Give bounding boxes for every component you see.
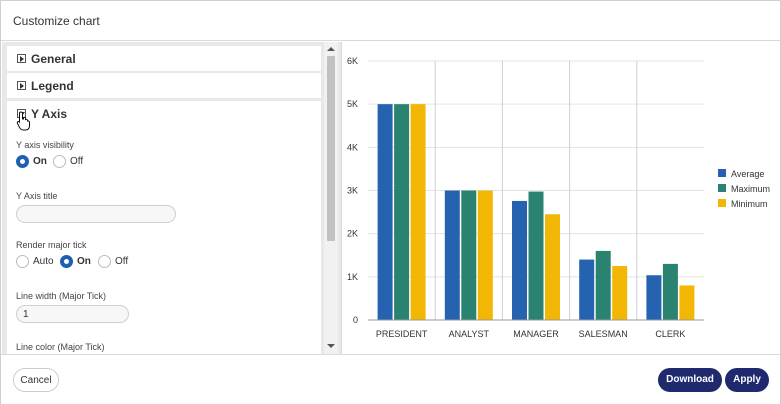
x-category-label: ANALYST	[449, 329, 490, 339]
y-tick-label: 2K	[347, 229, 358, 239]
bar-maximum	[461, 190, 477, 320]
bar-maximum	[528, 191, 544, 320]
bar-average	[512, 200, 527, 320]
y-tick-label: 3K	[347, 186, 358, 196]
bar-maximum	[662, 263, 678, 320]
expand-icon[interactable]	[17, 81, 26, 90]
legend-swatch-minimum	[718, 199, 726, 207]
bar-minimum	[477, 190, 493, 320]
legend-swatch-average	[718, 169, 726, 177]
apply-button[interactable]: Apply	[725, 368, 769, 392]
y-tick-label: 6K	[347, 56, 358, 66]
x-category-label: MANAGER	[513, 329, 559, 339]
bar-maximum	[595, 250, 611, 320]
bar-minimum	[410, 104, 426, 320]
major-tick-off-radio[interactable]	[98, 255, 111, 268]
bar-average	[377, 104, 393, 320]
major-tick-off-label: Off	[115, 256, 129, 267]
section-general[interactable]: General	[7, 46, 321, 71]
download-button[interactable]: Download	[658, 368, 722, 392]
bar-average	[579, 259, 595, 320]
settings-pane: General Legend Y Axis Y axis visibility …	[2, 42, 341, 354]
bar-minimum	[612, 266, 628, 320]
visibility-on-radio[interactable]	[16, 155, 29, 168]
dialog-title: Customize chart	[13, 14, 100, 28]
line-color-label: Line color (Major Tick)	[16, 342, 105, 352]
section-legend[interactable]: Legend	[7, 73, 321, 98]
line-width-input[interactable]: 1	[16, 305, 129, 323]
legend-swatch-maximum	[718, 184, 726, 192]
y-axis-title-input[interactable]	[16, 205, 176, 223]
bar-maximum	[394, 104, 410, 320]
y-tick-label: 0	[353, 315, 358, 325]
legend-label-maximum: Maximum	[731, 184, 770, 194]
major-tick-on-radio[interactable]	[60, 255, 73, 268]
bar-average	[646, 275, 662, 320]
bar-minimum	[679, 285, 695, 320]
major-tick-on-label: On	[77, 256, 91, 267]
bar-average	[444, 190, 460, 320]
major-tick-auto-radio[interactable]	[16, 255, 29, 268]
major-tick-auto-label: Auto	[33, 256, 54, 267]
y-axis-settings: Y axis visibility On Off Y Axis title Re…	[7, 125, 321, 354]
x-category-label: CLERK	[655, 329, 685, 339]
y-tick-label: 5K	[347, 99, 358, 109]
x-category-label: PRESIDENT	[376, 329, 428, 339]
scrollbar-thumb[interactable]	[327, 56, 335, 241]
y-axis-visibility-label: Y axis visibility	[16, 140, 74, 150]
line-width-label: Line width (Major Tick)	[16, 291, 107, 301]
x-category-label: SALESMAN	[579, 329, 628, 339]
cancel-button[interactable]: Cancel	[13, 368, 59, 392]
major-tick-radio-group: Auto On Off	[16, 255, 216, 269]
section-legend-label: Legend	[31, 79, 74, 93]
section-general-label: General	[31, 52, 76, 66]
legend-label-average: Average	[731, 169, 764, 179]
y-tick-label: 4K	[347, 142, 358, 152]
scroll-down-arrow-icon[interactable]	[327, 344, 335, 348]
visibility-off-radio[interactable]	[53, 155, 66, 168]
y-axis-title-label: Y Axis title	[16, 191, 58, 201]
dialog-header: Customize chart	[1, 1, 780, 41]
settings-scrollbar[interactable]	[324, 42, 338, 354]
expand-icon[interactable]	[17, 54, 26, 63]
visibility-off-label: Off	[70, 156, 84, 167]
scroll-up-arrow-icon[interactable]	[327, 47, 335, 51]
bar-minimum	[545, 214, 560, 320]
major-tick-label: Render major tick	[16, 240, 87, 250]
chart-preview: 0 1K 2K 3K 4K 5K 6K PRESIDENT ANALYST MANAGER SALE…	[341, 42, 781, 354]
y-tick-label: 1K	[347, 272, 358, 282]
section-y-axis-label: Y Axis	[31, 107, 68, 121]
hand-pointer-icon	[16, 111, 30, 131]
bar-chart: 0 1K 2K 3K 4K 5K 6K PRESIDENT ANALYST MANAGER SALE…	[347, 56, 770, 339]
legend-label-minimum: Minimum	[731, 199, 768, 209]
visibility-on-label: On	[33, 156, 47, 167]
dialog-footer: Cancel Download Apply	[1, 354, 780, 404]
section-y-axis[interactable]: Y Axis	[7, 101, 321, 127]
y-axis-visibility-radio-group: On Off	[16, 155, 136, 169]
